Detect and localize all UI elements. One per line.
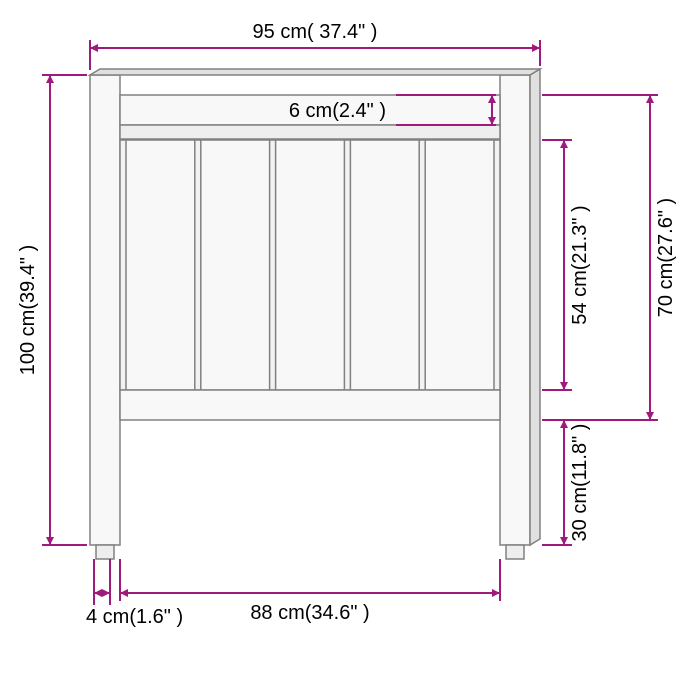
arrowhead	[90, 44, 98, 52]
dimensions.gap_height: 30 cm(11.8" )	[569, 424, 591, 542]
arrowhead	[646, 95, 654, 103]
panel	[425, 140, 494, 390]
dimensions.rail_height: 6 cm(2.4" )	[289, 100, 386, 122]
top-rail-back	[120, 125, 500, 139]
right-stub	[506, 545, 524, 559]
arrowhead	[492, 589, 500, 597]
arrowhead	[46, 537, 54, 545]
dimensions.depth: 4 cm(1.6" )	[86, 606, 183, 628]
dimensions.top_width: 95 cm( 37.4" )	[253, 21, 378, 43]
arrowhead	[102, 589, 110, 597]
right-post-side	[530, 69, 540, 545]
arrowhead	[120, 589, 128, 597]
dimensions.right_total: 70 cm(27.6" )	[655, 198, 677, 317]
dimensions.panel_height: 54 cm(21.3" )	[569, 205, 591, 324]
arrowhead	[560, 140, 568, 148]
arrowhead	[560, 420, 568, 428]
bottom-rail	[120, 390, 500, 420]
panel	[126, 140, 195, 390]
panel	[276, 140, 345, 390]
arrowhead	[46, 75, 54, 83]
dimensions.inner_width: 88 cm(34.6" )	[250, 602, 369, 624]
dimensions.total_height: 100 cm(39.4" )	[17, 245, 39, 376]
left-stub	[96, 545, 114, 559]
left-post	[90, 75, 120, 545]
right-post	[500, 75, 530, 545]
panel	[350, 140, 419, 390]
arrowhead	[532, 44, 540, 52]
panel	[201, 140, 270, 390]
arrowhead	[560, 382, 568, 390]
arrowhead	[94, 589, 102, 597]
posts-top	[90, 69, 540, 75]
arrowhead	[646, 412, 654, 420]
arrowhead	[560, 537, 568, 545]
